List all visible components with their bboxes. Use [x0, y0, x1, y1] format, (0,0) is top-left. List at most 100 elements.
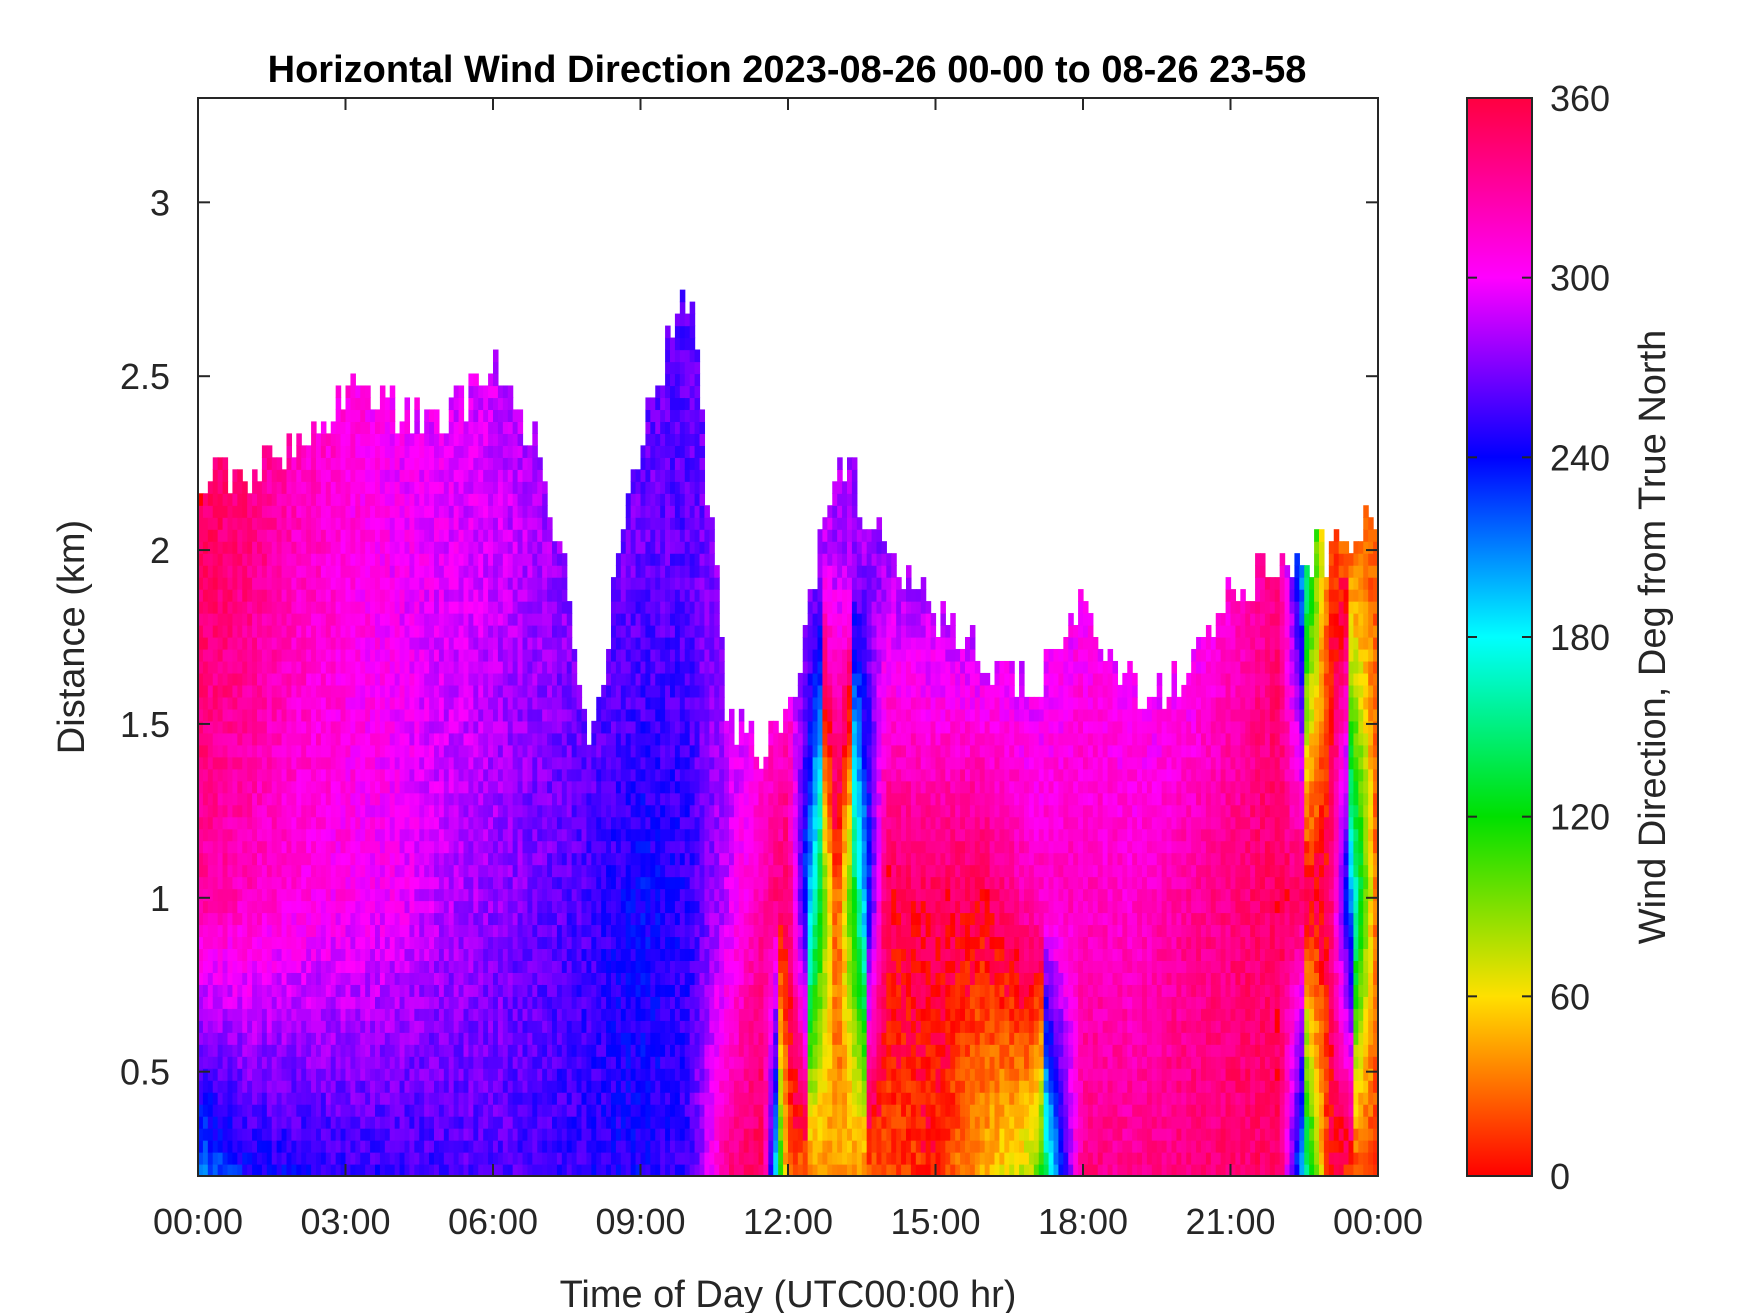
heatmap-cell	[375, 1164, 381, 1177]
heatmap-cell	[360, 409, 366, 422]
heatmap-cell	[266, 732, 273, 746]
heatmap-cell	[542, 888, 548, 902]
heatmap-cell	[601, 936, 607, 950]
heatmap-cell	[247, 1164, 253, 1177]
heatmap-cell	[355, 816, 361, 830]
heatmap-cell	[581, 1032, 588, 1045]
heatmap-cell	[561, 1008, 568, 1021]
heatmap-cell	[202, 1164, 209, 1177]
heatmap-cell	[335, 469, 342, 482]
heatmap-cell	[212, 541, 219, 554]
heatmap-cell	[488, 780, 494, 794]
heatmap-cell	[266, 852, 273, 866]
heatmap-cell	[394, 744, 401, 758]
heatmap-cell	[350, 481, 356, 494]
heatmap-cell	[488, 756, 494, 770]
heatmap-cell	[419, 960, 425, 973]
heatmap-cell	[458, 768, 465, 782]
heatmap-cell	[198, 541, 204, 554]
heatmap-cell	[434, 720, 440, 734]
heatmap-cell	[316, 720, 322, 734]
heatmap-cell	[453, 960, 460, 973]
heatmap-cell	[458, 900, 465, 914]
heatmap-cell	[306, 517, 312, 530]
heatmap-cell	[488, 1056, 494, 1069]
heatmap-cell	[497, 972, 504, 985]
heatmap-cell	[252, 888, 258, 902]
heatmap-cell	[247, 589, 253, 602]
heatmap-cell	[537, 660, 543, 674]
heatmap-cell	[207, 493, 214, 506]
heatmap-cell	[453, 804, 460, 818]
heatmap-cell	[375, 469, 381, 482]
heatmap-cell	[424, 1020, 430, 1033]
heatmap-cell	[434, 1128, 440, 1141]
heatmap-cell	[375, 672, 381, 686]
heatmap-cell	[443, 469, 450, 482]
heatmap-cell	[207, 696, 214, 710]
heatmap-cell	[276, 972, 283, 985]
heatmap-cell	[404, 541, 411, 554]
heatmap-cell	[468, 517, 474, 530]
heatmap-cell	[547, 660, 553, 674]
heatmap-cell	[532, 840, 538, 854]
heatmap-cell	[379, 648, 386, 662]
heatmap-cell	[306, 1152, 312, 1165]
heatmap-cell	[202, 684, 209, 698]
heatmap-cell	[375, 1092, 381, 1105]
heatmap-cell	[473, 1092, 479, 1105]
heatmap-cell	[198, 804, 204, 818]
heatmap-cell	[488, 1104, 494, 1117]
heatmap-cell	[261, 852, 268, 866]
heatmap-cell	[507, 852, 514, 866]
heatmap-cell	[227, 744, 234, 758]
heatmap-cell	[561, 625, 568, 638]
heatmap-cell	[316, 792, 322, 806]
heatmap-cell	[316, 744, 322, 758]
heatmap-cell	[507, 684, 514, 698]
heatmap-cell	[291, 589, 297, 602]
heatmap-cell	[237, 996, 243, 1009]
heatmap-cell	[257, 637, 263, 650]
heatmap-cell	[576, 1140, 583, 1153]
heatmap-cell	[596, 708, 602, 722]
heatmap-cell	[222, 996, 229, 1009]
heatmap-cell	[566, 768, 573, 782]
heatmap-cell	[345, 720, 352, 734]
heatmap-cell	[532, 529, 538, 542]
heatmap-cell	[266, 565, 273, 578]
heatmap-cell	[375, 828, 381, 842]
heatmap-cell	[532, 996, 538, 1009]
heatmap-cell	[404, 505, 411, 518]
heatmap-cell	[217, 517, 224, 530]
heatmap-cell	[384, 996, 391, 1009]
heatmap-cell	[242, 852, 248, 866]
heatmap-cell	[547, 684, 553, 698]
heatmap-cell	[547, 517, 553, 530]
heatmap-cell	[399, 780, 406, 794]
heatmap-cell	[345, 481, 352, 494]
heatmap-cell	[438, 1152, 445, 1165]
heatmap-cell	[276, 756, 283, 770]
heatmap-cell	[478, 385, 484, 399]
heatmap-cell	[389, 816, 396, 830]
heatmap-cell	[379, 708, 386, 722]
heatmap-cell	[291, 1128, 297, 1141]
heatmap-cell	[429, 1092, 435, 1105]
heatmap-cell	[281, 972, 288, 985]
heatmap-cell	[266, 505, 273, 518]
heatmap-cell	[434, 972, 440, 985]
heatmap-cell	[384, 1128, 391, 1141]
heatmap-cell	[232, 481, 238, 494]
heatmap-cell	[222, 1140, 229, 1153]
heatmap-cell	[217, 708, 224, 722]
heatmap-cell	[399, 493, 406, 506]
heatmap-cell	[547, 1068, 553, 1081]
heatmap-cell	[493, 613, 499, 626]
heatmap-cell	[301, 457, 307, 470]
heatmap-cell	[576, 948, 583, 961]
heatmap-cell	[547, 1104, 553, 1117]
heatmap-cell	[202, 756, 209, 770]
heatmap-cell	[207, 1164, 214, 1177]
heatmap-cell	[409, 625, 415, 638]
